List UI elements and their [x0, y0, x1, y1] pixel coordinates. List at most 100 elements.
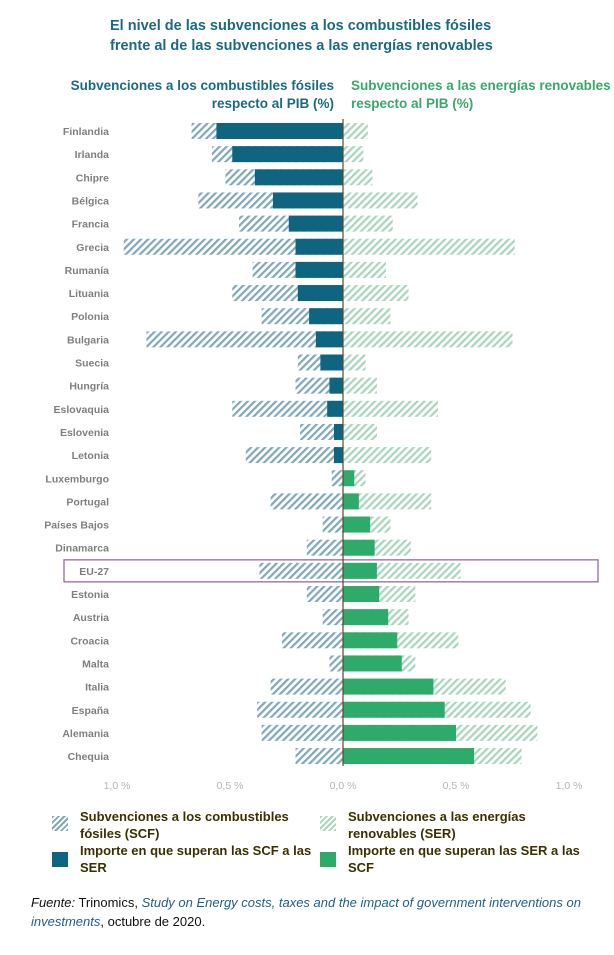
ser-hatch-swatch-icon [320, 816, 336, 831]
scf-excess-bar [333, 447, 343, 464]
scf-excess-bar [320, 354, 343, 371]
ser-excess-bar [343, 609, 389, 626]
bar-row: Letonia [72, 447, 432, 464]
legend-ser-label-line1: Subvenciones a las energías [348, 809, 526, 824]
scf-bar [322, 609, 343, 626]
category-label: Irlanda [75, 149, 110, 161]
category-label: Chequia [68, 751, 110, 763]
ser-bar [343, 354, 366, 371]
category-label: Estonia [71, 589, 109, 601]
category-label: Italia [85, 682, 109, 694]
scf-excess-bar [327, 400, 343, 417]
category-label: Alemania [62, 728, 109, 740]
scf-bar [261, 724, 343, 741]
ser-bar [343, 447, 432, 464]
scf-bar [306, 586, 343, 602]
scf-excess-bar [254, 169, 343, 186]
ser-excess-bar [343, 655, 402, 672]
scf-bar [300, 423, 343, 440]
scf-excess-bar [288, 215, 343, 232]
ser-bar [343, 308, 391, 325]
scf-bar [331, 470, 343, 487]
scf-bar [281, 632, 343, 649]
legend-ser-label-line2: renovables (SER) [348, 826, 456, 841]
bar-row: EU-27 [63, 559, 599, 583]
ser-excess-bar [343, 516, 371, 533]
legend-item-ser-excess: Importe en que superan las SER a las SCF [320, 842, 600, 876]
bar-row: Chequia [68, 748, 522, 765]
legend-ser-excess-line2: SCF [348, 860, 374, 875]
scf-solid-swatch-icon [52, 852, 68, 867]
category-label: Croacia [70, 635, 109, 647]
scf-bar [306, 539, 343, 556]
legend-ser-excess-line1: Importe en que superan las SER a las [348, 843, 580, 858]
category-label: Grecia [76, 242, 109, 254]
bar-row: Chipre [76, 169, 373, 186]
category-label: Suecia [75, 358, 109, 370]
legend-item-scf: Subvenciones a los combustibles fósiles … [52, 808, 314, 842]
category-label: Eslovenia [60, 427, 109, 439]
fossil-axis-header-line2: respecto al PIB (%) [211, 96, 334, 111]
legend-scf-label-line2: fósiles (SCF) [80, 826, 160, 841]
scf-bar [295, 748, 343, 765]
category-label: EU-27 [79, 566, 109, 578]
chart-title: El nivel de las subvenciones a los combu… [0, 16, 614, 56]
legend-item-scf-excess: Importe en que superan las SCF a las SER [52, 842, 314, 876]
category-label: Rumanía [65, 265, 110, 277]
ser-bar [343, 423, 377, 440]
renewable-axis-header-line1: Subvenciones a las energías renovables [351, 78, 611, 93]
ser-solid-swatch-icon [320, 852, 336, 867]
scf-bar [232, 400, 343, 417]
bar-row: Portugal [66, 493, 432, 510]
source-study-link[interactable]: Study on Energy costs, taxes and the imp… [31, 895, 581, 929]
source-note: Fuente: Trinomics, Study on Energy costs… [31, 893, 601, 931]
category-label: Francia [72, 219, 110, 231]
ser-bar [343, 169, 373, 186]
scf-bar [257, 701, 343, 718]
tick-label: 0,0 % [330, 780, 357, 792]
scf-hatch-swatch-icon [52, 816, 68, 831]
renewable-axis-header: Subvenciones a las energías renovables r… [351, 77, 611, 113]
ser-bar [343, 146, 364, 163]
bar-row: Hungría [69, 377, 377, 394]
bar-row: Lituania [69, 285, 409, 302]
scf-bar [245, 447, 343, 464]
ser-bar [343, 493, 432, 510]
scf-bar [259, 562, 343, 579]
ser-excess-bar [343, 724, 456, 741]
category-label: Hungría [69, 381, 109, 393]
bar-row: Bélgica [72, 192, 418, 209]
ser-bar [343, 215, 393, 232]
ser-bar [343, 238, 515, 255]
category-label: Polonia [71, 311, 109, 323]
category-label: Países Bajos [44, 520, 109, 532]
bar-row: Irlanda [75, 146, 364, 163]
bar-row: Eslovenia [60, 423, 377, 440]
category-label: Eslovaquia [54, 404, 110, 416]
subsidies-chart: Finlandia Irlanda Chipre Bélgica Francia Grec… [44, 119, 599, 792]
ser-excess-bar [343, 701, 445, 718]
scf-bar [270, 678, 343, 695]
source-date: , octubre de 2020. [100, 914, 206, 929]
category-label: Luxemburgo [45, 473, 109, 485]
category-label: Letonia [72, 450, 109, 462]
legend-left: Subvenciones a los combustibles fósiles … [52, 808, 314, 876]
bar-row: Estonia [71, 586, 416, 602]
category-label: Austria [73, 612, 109, 624]
fossil-axis-header-line1: Subvenciones a los combustibles fósiles [70, 78, 334, 93]
category-label: Bulgaria [67, 334, 109, 346]
bar-row: Suecia [75, 354, 366, 371]
bar-row: Bulgaria [67, 331, 513, 348]
scf-bar [146, 331, 343, 348]
category-label: Bélgica [72, 195, 110, 207]
ser-bar [343, 192, 418, 209]
scf-excess-bar [329, 377, 343, 394]
scf-bar [322, 516, 343, 533]
scf-bar [270, 493, 343, 510]
category-label: Malta [82, 658, 109, 670]
legend-scf-label-line1: Subvenciones a los combustibles [80, 809, 289, 824]
scf-excess-bar [333, 423, 343, 440]
scf-bar [329, 655, 343, 672]
bar-row: Alemania [62, 724, 538, 741]
legend-scf-excess-line2: SER [80, 860, 107, 875]
